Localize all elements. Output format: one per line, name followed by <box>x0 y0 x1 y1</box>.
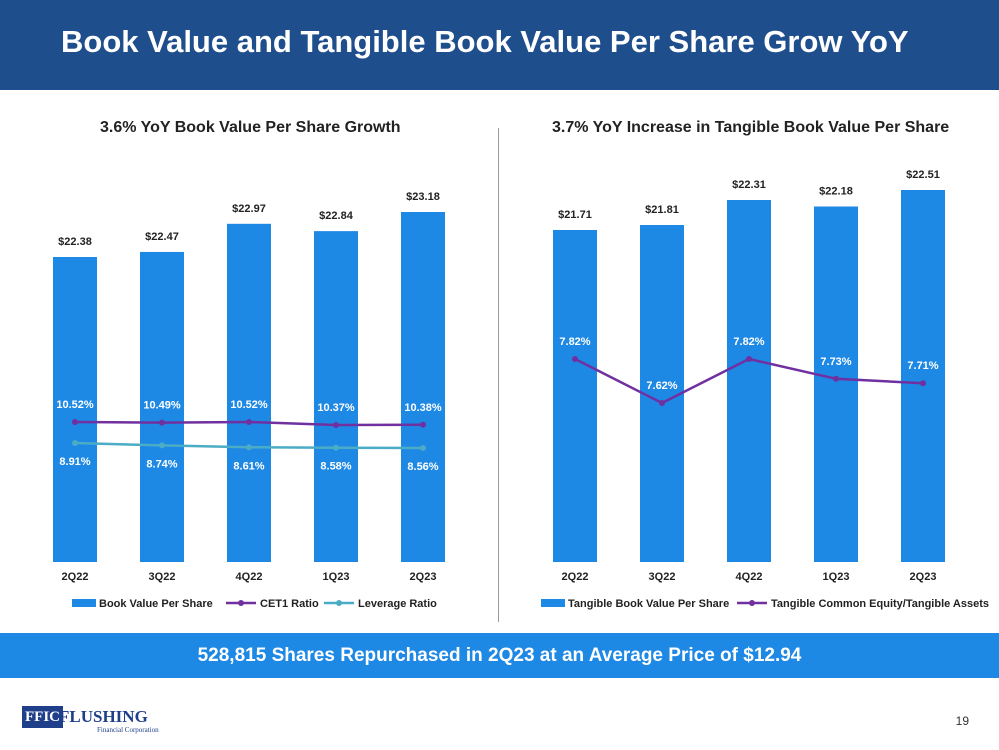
bar-value-label: $22.84 <box>319 210 354 222</box>
bar-4q22 <box>227 223 271 562</box>
bar-3q22 <box>640 225 684 562</box>
line-point-cet1-ratio <box>159 419 165 426</box>
legend-marker-tangible-common-equity-tangible-assets <box>749 600 755 606</box>
line-point-cet1-ratio <box>246 419 252 425</box>
line-value-label: 10.37% <box>317 402 355 414</box>
line-value-label: 10.38% <box>404 402 442 414</box>
line-point-tangible-common-equity-tangible-assets <box>833 375 839 382</box>
page-number: 19 <box>955 714 969 728</box>
logo-subtitle: Financial Corporation <box>97 726 159 734</box>
legend-label: CET1 Ratio <box>260 598 319 610</box>
line-value-label: 10.52% <box>230 399 268 411</box>
logo-wordmark: FLUSHING <box>59 707 148 726</box>
bar-value-label: $21.71 <box>558 209 592 221</box>
bar-4q22 <box>727 200 771 562</box>
line-point-tangible-common-equity-tangible-assets <box>746 356 752 362</box>
bar-3q22 <box>140 251 184 562</box>
x-tick-label: 2Q22 <box>562 571 589 583</box>
legend-label: Book Value Per Share <box>99 598 213 610</box>
bar-value-label: $22.51 <box>906 169 940 181</box>
repurchase-banner: 528,815 Shares Repurchased in 2Q23 at an… <box>0 633 999 678</box>
line-point-leverage-ratio <box>159 442 165 449</box>
line-point-tangible-common-equity-tangible-assets <box>659 400 665 406</box>
line-value-label: 7.73% <box>820 356 851 368</box>
bar-1q23 <box>314 231 358 562</box>
banner-text: 528,815 Shares Repurchased in 2Q23 at an… <box>197 645 802 666</box>
chart-title-tangible-book-value: 3.7% YoY Increase in Tangible Book Value… <box>552 119 950 136</box>
bar-2q23 <box>901 190 945 562</box>
x-tick-label: 1Q23 <box>323 571 350 583</box>
bar-1q23 <box>814 206 858 562</box>
line-value-label: 8.74% <box>146 458 177 470</box>
line-point-tangible-common-equity-tangible-assets <box>572 356 578 362</box>
legend-label: Tangible Common Equity/Tangible Assets <box>771 598 989 610</box>
chart-divider <box>498 128 499 622</box>
legend-label: Tangible Book Value Per Share <box>568 598 729 610</box>
x-tick-label: 2Q23 <box>410 571 437 583</box>
line-point-leverage-ratio <box>333 444 339 451</box>
legend-label: Leverage Ratio <box>358 598 437 610</box>
title-bar: Book Value and Tangible Book Value Per S… <box>0 0 999 90</box>
x-tick-label: 1Q23 <box>823 571 850 583</box>
bar-2q22 <box>553 230 597 562</box>
bar-value-label: $21.81 <box>645 204 679 216</box>
book-value-chart: $22.38 $22.47 $22.97 $22.84 $23.18 10.52% 10.4… <box>53 191 445 610</box>
line-point-cet1-ratio <box>72 419 78 425</box>
line-value-label: 8.58% <box>320 461 351 473</box>
line-point-leverage-ratio <box>72 440 78 446</box>
x-tick-label: 3Q22 <box>149 571 176 583</box>
chart-title-book-value: 3.6% YoY Book Value Per Share Growth <box>100 119 401 136</box>
line-value-label: 10.52% <box>56 399 94 411</box>
page-title: Book Value and Tangible Book Value Per S… <box>61 24 909 59</box>
line-value-label: 7.82% <box>733 336 764 348</box>
bar-value-label: $22.18 <box>819 186 853 198</box>
logo-mark: FFIC <box>22 706 63 728</box>
line-point-cet1-ratio <box>333 422 339 428</box>
bar-value-label: $23.18 <box>406 191 440 203</box>
x-tick-label: 4Q22 <box>236 571 263 583</box>
line-point-leverage-ratio <box>246 444 252 451</box>
line-point-tangible-common-equity-tangible-assets <box>920 380 926 387</box>
bar-value-label: $22.31 <box>732 179 766 191</box>
legend-swatch-book-value-per-share <box>72 599 96 607</box>
bar-value-label: $22.97 <box>232 203 266 215</box>
line-point-cet1-ratio <box>420 421 426 428</box>
line-value-label: 7.62% <box>646 380 677 392</box>
x-tick-label: 2Q23 <box>910 571 937 583</box>
line-value-label: 7.71% <box>907 360 938 372</box>
line-value-label: 8.61% <box>233 460 264 472</box>
legend-marker-leverage-ratio <box>336 600 342 606</box>
line-value-label: 8.91% <box>59 456 90 468</box>
x-tick-label: 4Q22 <box>736 571 763 583</box>
company-logo: FFIC FLUSHING Financial Corporation <box>22 706 162 734</box>
bar-value-label: $22.47 <box>145 231 179 243</box>
x-tick-label: 3Q22 <box>649 571 676 583</box>
legend-marker-cet1-ratio <box>238 600 244 606</box>
bar-value-label: $22.38 <box>58 236 92 248</box>
bar-2q22 <box>53 257 97 562</box>
bar-2q23 <box>401 212 445 562</box>
line-value-label: 8.56% <box>407 461 438 473</box>
x-tick-label: 2Q22 <box>62 571 89 583</box>
tangible-book-value-chart: $21.71 $21.81 $22.31 $22.18 $22.51 7.82% 7.62%… <box>541 169 989 610</box>
line-value-label: 7.82% <box>559 336 590 348</box>
line-point-leverage-ratio <box>420 445 426 451</box>
line-value-label: 10.49% <box>143 400 181 412</box>
legend-swatch-tangible-book-value-per-share <box>541 599 565 607</box>
